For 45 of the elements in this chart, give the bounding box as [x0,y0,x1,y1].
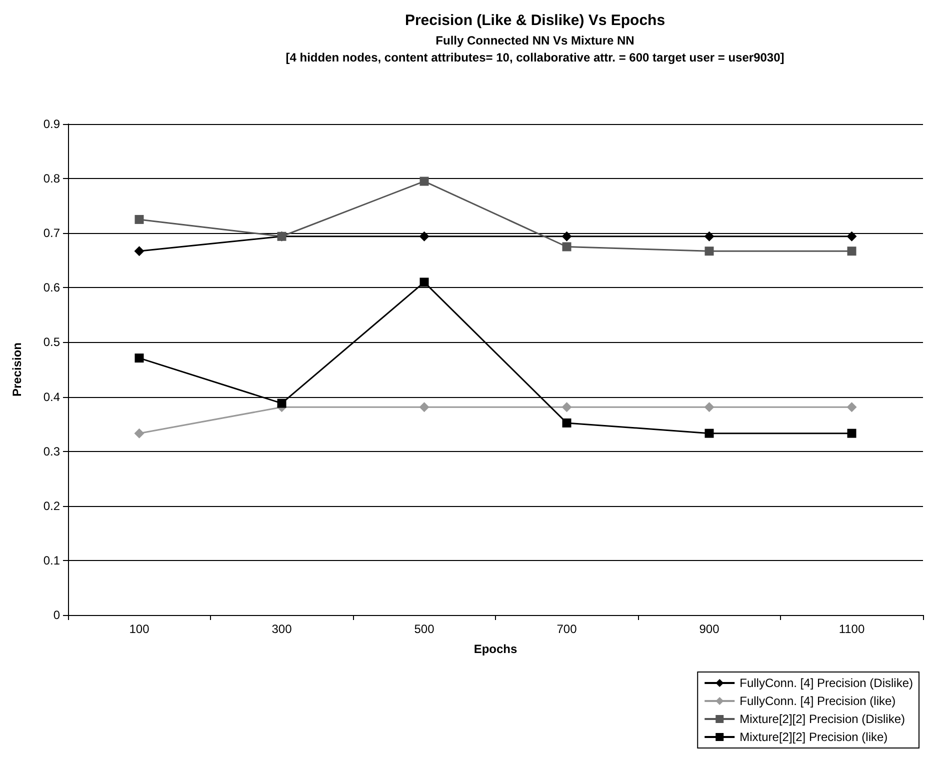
y-tick-label: 0.4 [43,390,60,404]
point [420,278,429,287]
x-tick-label: 700 [556,622,578,636]
legend-label: Mixture[2][2] Precision (like) [740,730,888,744]
y-tick-label: 0.3 [43,444,60,458]
y-tick-label: 0.5 [43,335,60,350]
point [562,231,572,242]
point [846,231,857,242]
point [134,246,144,256]
point [704,428,714,438]
point [562,242,572,252]
point [134,428,144,438]
point [277,398,286,408]
point [847,428,856,438]
y-tick-label: 0.8 [43,172,60,186]
x-axis-title: Epochs [474,642,518,656]
legend-label: Mixture[2][2] Precision (Dislike) [740,712,905,726]
y-axis-title: Precision [10,342,24,397]
x-tick-label: 300 [272,622,292,636]
point [419,402,430,412]
y-tick-label: 0 [53,608,60,622]
x-tick-label: 100 [129,622,150,636]
point [134,354,144,363]
point [420,176,429,186]
point [419,231,430,242]
point [562,418,572,428]
legend-label: FullyConn. [4] Precision (like) [740,694,896,708]
point [847,246,856,256]
y-tick-label: 0.9 [43,117,60,131]
x-tick-label: 500 [414,622,435,636]
y-tick-label: 0.1 [43,553,60,568]
chart-subtitle: Fully Connected NN Vs Mixture NN [4 hidden nodes, content attributes= 10, collaborative attr. = 600 target user = user9030] [286,34,784,64]
point [134,214,144,224]
y-tick-label: 0.2 [43,498,60,513]
point [704,246,714,256]
y-tick-label: 0.7 [43,226,60,240]
point [704,402,714,412]
point [562,402,572,412]
legend-label: FullyConn. [4] Precision (Dislike) [740,676,914,690]
point [704,231,714,242]
y-tick-label: 0.6 [43,280,60,295]
chart-title: Precision (Like & Dislike) Vs Epochs [404,12,666,29]
x-tick-label: 900 [699,622,720,636]
point [846,402,857,412]
x-tick-label: 1100 [838,622,865,636]
